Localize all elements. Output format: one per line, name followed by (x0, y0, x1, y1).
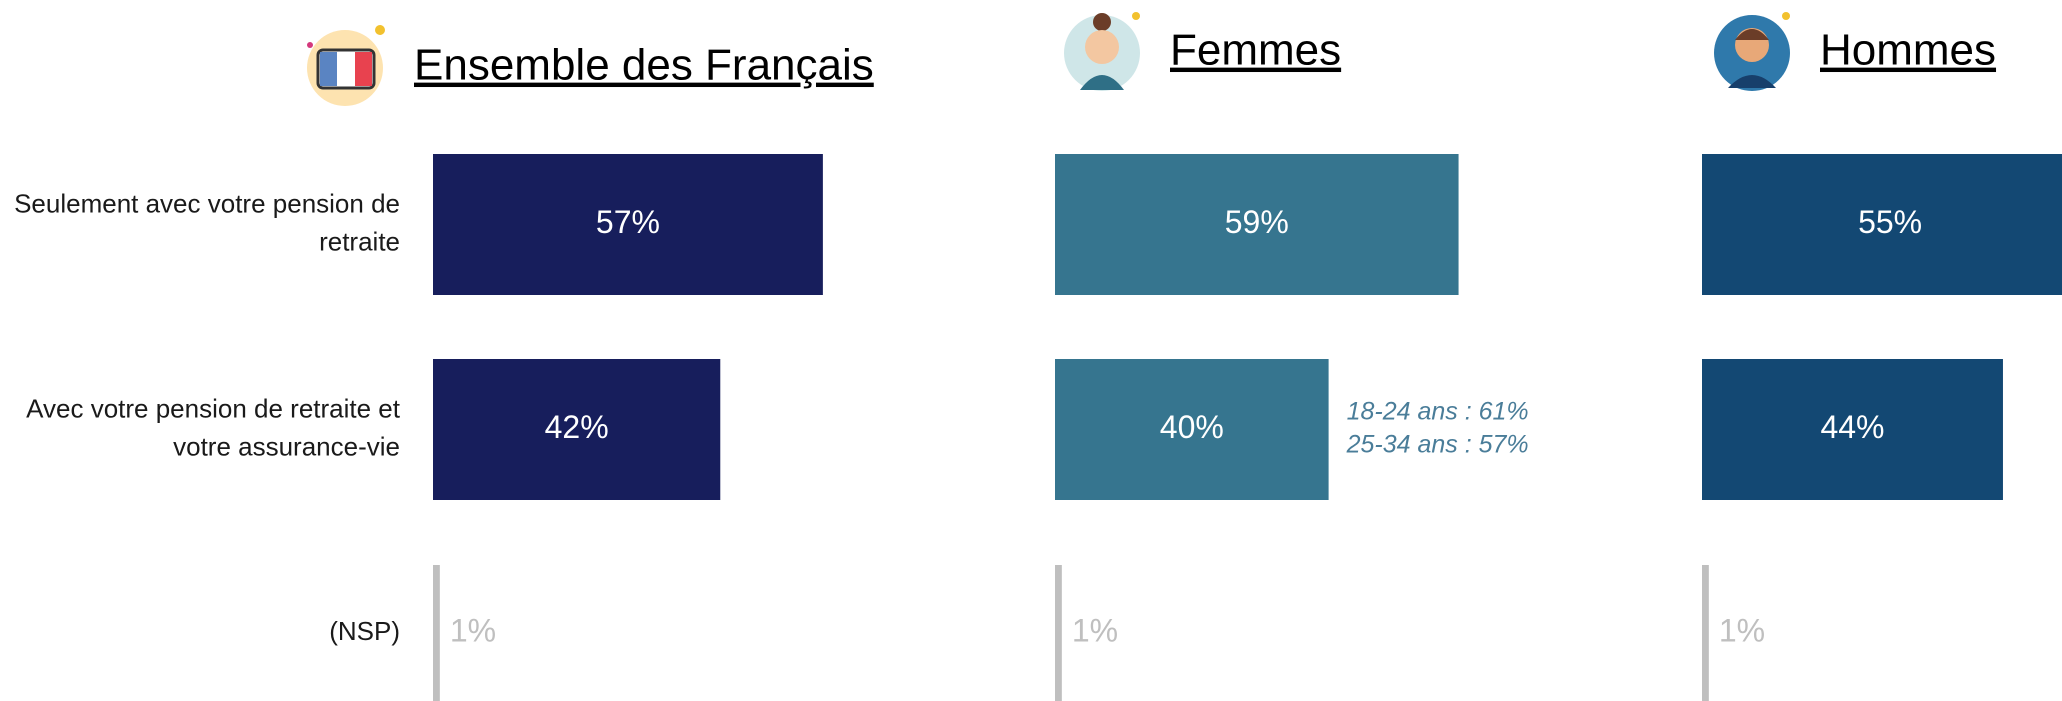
icon-woman (1064, 12, 1140, 91)
category-line: votre assurance-vie (173, 431, 400, 461)
icon-flag (307, 25, 385, 106)
value-label: 42% (545, 409, 609, 445)
bar (433, 565, 440, 701)
value-label: 1% (1072, 612, 1118, 648)
bar (1055, 565, 1062, 701)
panel-title: Femmes (1170, 26, 1341, 75)
category-line: Seulement avec votre pension de (14, 188, 400, 218)
value-label: 57% (596, 204, 660, 240)
category-line: Avec votre pension de retraite et (26, 393, 401, 423)
category-label: Seulement avec votre pension de retraite (14, 188, 400, 256)
category-line: (NSP) (329, 616, 400, 646)
bar (1702, 359, 2003, 500)
bar (433, 154, 823, 295)
bar (1702, 565, 1709, 701)
value-label: 55% (1858, 204, 1922, 240)
category-label: Avec votre pension de retraite et votre a… (26, 393, 401, 461)
value-label: 1% (1719, 612, 1765, 648)
panel-title: Hommes (1820, 26, 1996, 75)
bar (1702, 154, 2062, 295)
bar (1055, 154, 1459, 295)
value-label: 1% (450, 612, 496, 648)
annotation: 18-24 ans : 61% (1347, 398, 1529, 426)
value-label: 59% (1225, 204, 1289, 240)
category-label: (NSP) (329, 616, 400, 646)
panel-title: Ensemble des Français (414, 41, 874, 90)
value-label: 44% (1820, 409, 1884, 445)
category-line: retraite (319, 226, 400, 256)
bar (1055, 359, 1329, 500)
value-label: 40% (1160, 409, 1224, 445)
icon-man (1714, 12, 1790, 91)
annotation: 25-34 ans : 57% (1346, 431, 1529, 459)
bar (433, 359, 721, 500)
